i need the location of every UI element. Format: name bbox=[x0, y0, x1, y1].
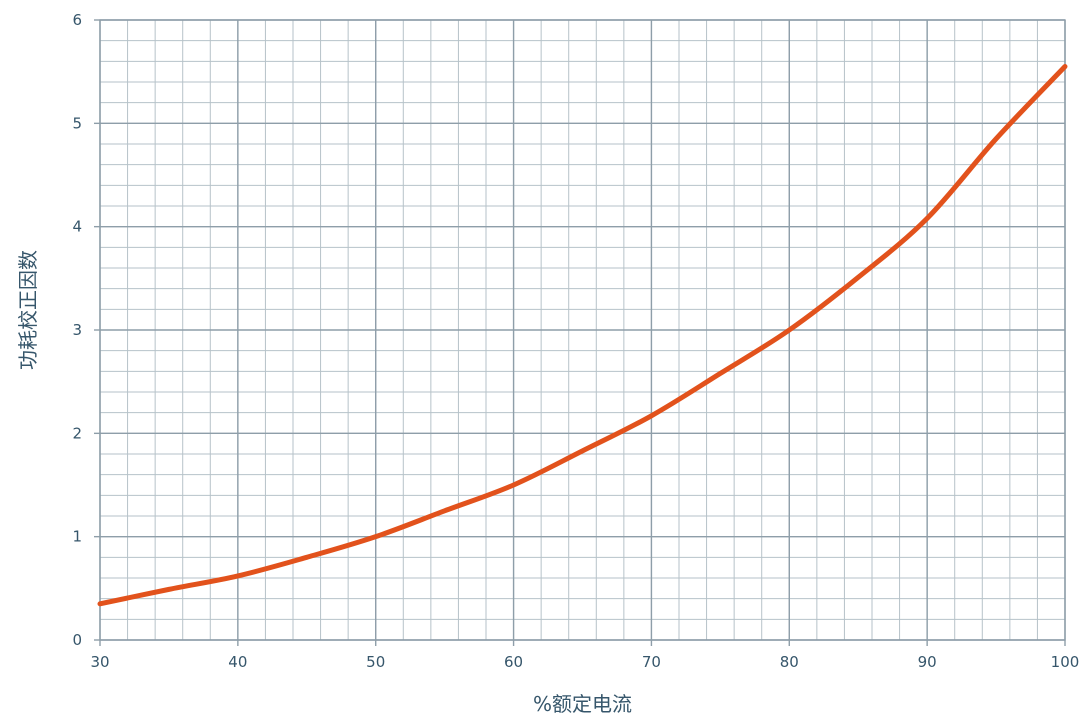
x-tick-label: 70 bbox=[642, 653, 661, 671]
x-tick-label: 50 bbox=[366, 653, 385, 671]
x-axis-title: %额定电流 bbox=[533, 692, 632, 716]
y-axis-title: 功耗校正因数 bbox=[16, 250, 40, 370]
x-tick-label: 60 bbox=[504, 653, 523, 671]
series-layer bbox=[97, 64, 1068, 607]
y-tick-label: 5 bbox=[72, 114, 82, 132]
x-tick-label: 30 bbox=[90, 653, 109, 671]
y-tick-label: 1 bbox=[72, 528, 82, 546]
x-tick-label: 40 bbox=[228, 653, 247, 671]
x-tick-label: 90 bbox=[918, 653, 937, 671]
series-line bbox=[97, 64, 1068, 607]
x-tick-label: 100 bbox=[1051, 653, 1080, 671]
grid bbox=[99, 19, 1066, 641]
x-tick-label: 80 bbox=[780, 653, 799, 671]
y-tick-label: 2 bbox=[72, 424, 82, 442]
y-tick-label: 0 bbox=[72, 631, 82, 649]
y-tick-label: 4 bbox=[72, 218, 82, 236]
y-tick-label: 6 bbox=[72, 11, 82, 29]
axes: 30 40 50 60 70 80 90 100 0 1 2 3 4 5 6 bbox=[72, 11, 1079, 671]
y-tick-label: 3 bbox=[72, 321, 82, 339]
